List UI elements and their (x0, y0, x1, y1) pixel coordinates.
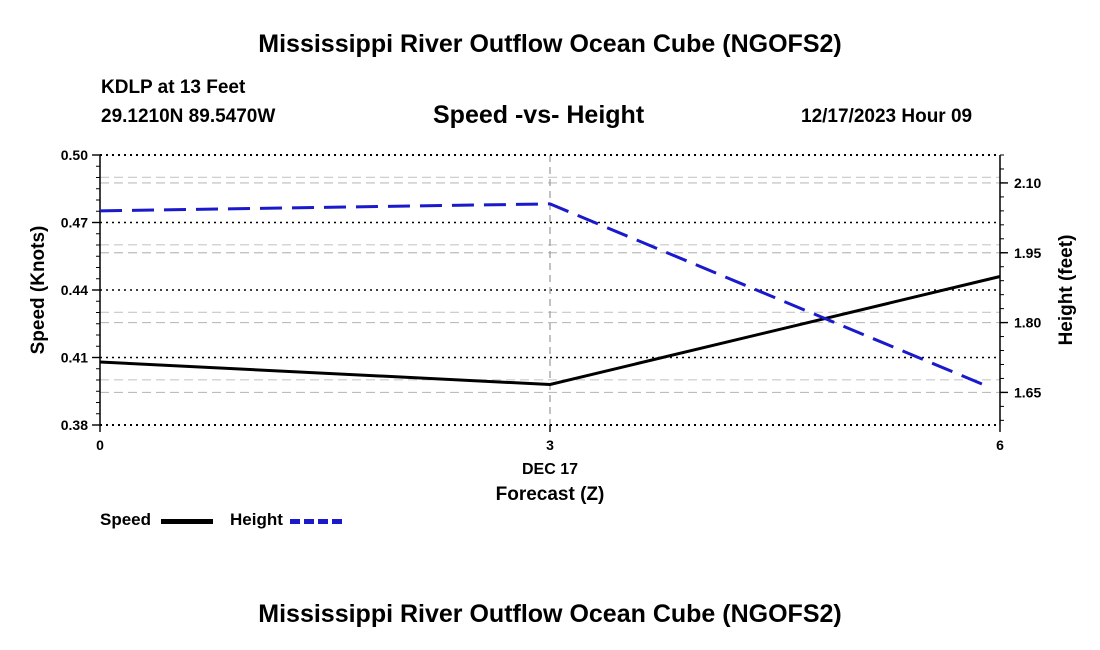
x-tick-label-2: 6 (996, 437, 1004, 453)
right-tick-label-3: 2.10 (1014, 175, 1041, 191)
location-coordinates: 29.1210N 89.5470W (101, 106, 276, 127)
legend-speed-label: Speed (100, 510, 152, 529)
right-tick-label-2: 1.95 (1014, 245, 1041, 261)
left-axis-label: Speed (Knots) (28, 226, 49, 355)
right-tick-label-0: 1.65 (1014, 384, 1041, 400)
forecast-datetime: 12/17/2023 Hour 09 (801, 106, 973, 127)
legend-height-label: Height (230, 510, 283, 529)
x-axis-label: Forecast (Z) (496, 484, 605, 505)
x-tick-label-0: 0 (96, 437, 104, 453)
x-tick-label-1: 3 (546, 437, 554, 453)
left-tick-label-2: 0.44 (61, 282, 88, 298)
left-tick-label-3: 0.47 (61, 215, 88, 231)
left-tick-label-0: 0.38 (61, 417, 88, 433)
legend-height-swatch (290, 519, 342, 524)
chart-title: Mississippi River Outflow Ocean Cube (NG… (258, 30, 842, 58)
x-date-label: DEC 17 (522, 461, 578, 478)
chart-subtitle: Speed -vs- Height (433, 101, 645, 129)
station-label: KDLP at 13 Feet (101, 77, 246, 98)
footer-title: Mississippi River Outflow Ocean Cube (NG… (258, 600, 842, 628)
left-tick-label-4: 0.50 (61, 147, 88, 163)
legend-speed-swatch (161, 519, 213, 524)
left-tick-label-1: 0.41 (61, 350, 88, 366)
series-line-speed (99, 275, 1001, 386)
series-line-height (99, 202, 992, 390)
right-axis-label: Height (feet) (1056, 235, 1077, 346)
right-tick-label-1: 1.80 (1014, 315, 1041, 331)
